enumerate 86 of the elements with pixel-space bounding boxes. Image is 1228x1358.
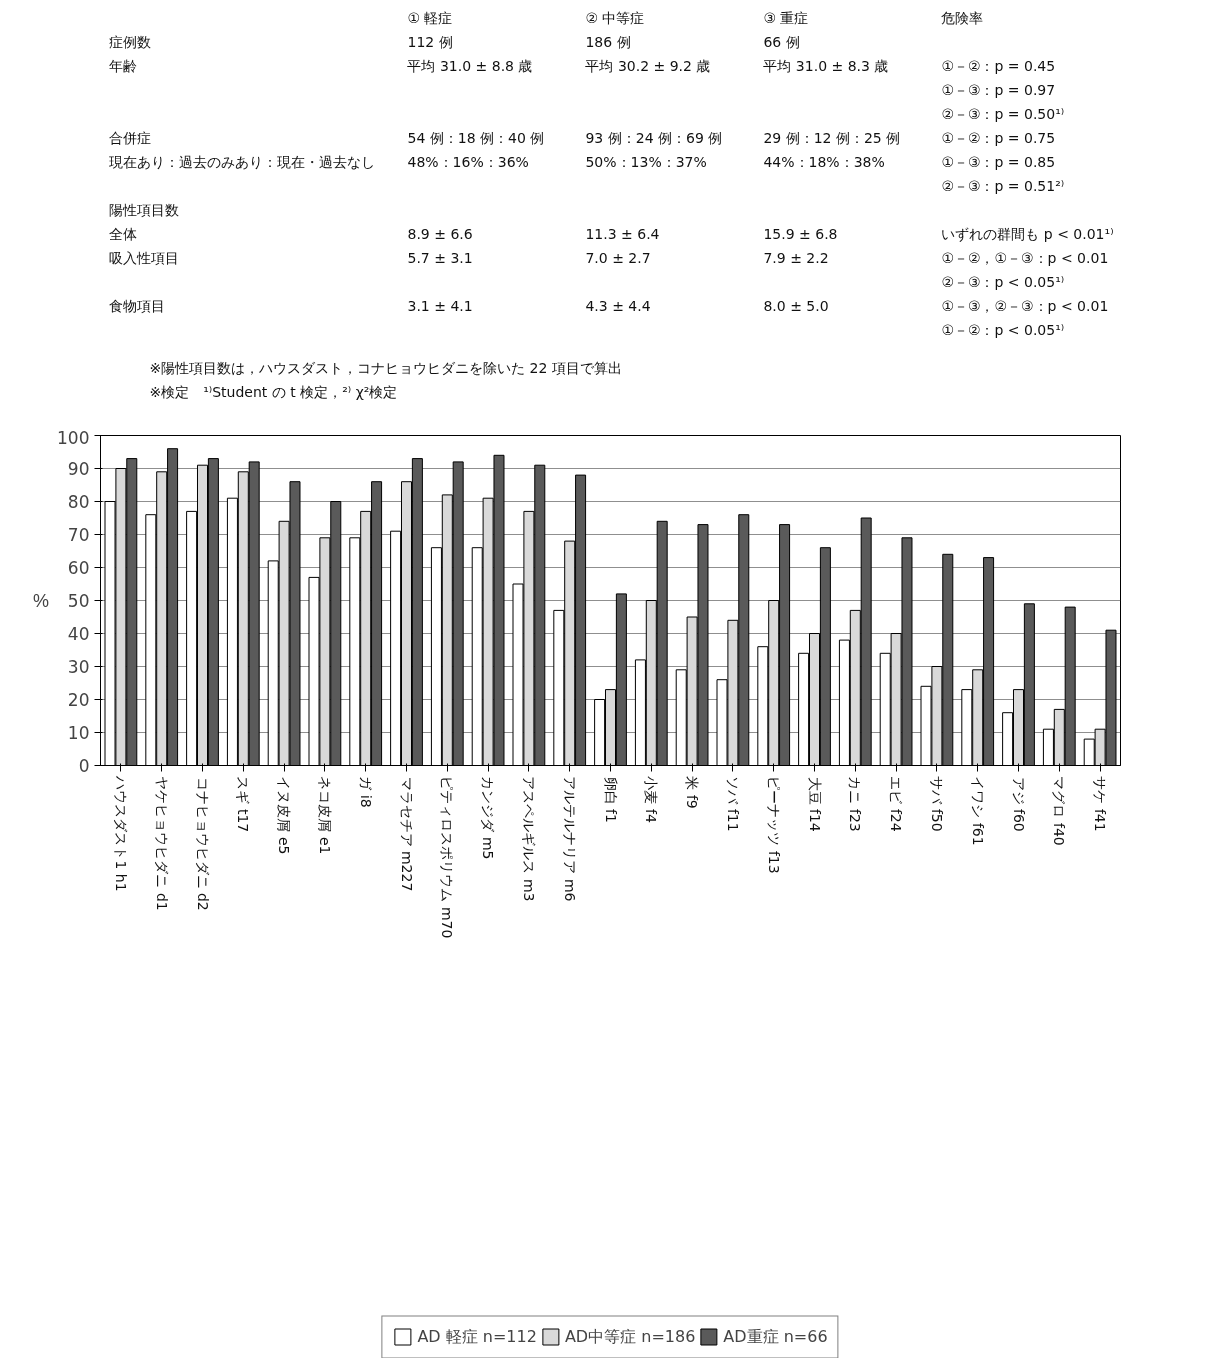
x-tick-label: カニ f23 <box>847 776 864 832</box>
text: 平均 31.0 ± 8.3 歳 <box>763 57 889 74</box>
text: 全体 <box>109 225 138 242</box>
text: ※検定 ¹⁾Student の t 検定，²⁾ χ²検定 <box>149 383 398 400</box>
x-tick-label: ハウスダスト1 h1 <box>112 775 129 892</box>
x-tick-label: イワシ f61 <box>969 776 986 846</box>
text: 平均 30.2 ± 9.2 歳 <box>585 57 711 74</box>
text: 50%：13%：37% <box>585 153 707 170</box>
x-tick-label: サバ f50 <box>928 776 945 832</box>
x-tick-label: イヌ皮屑 e5 <box>276 776 293 855</box>
x-tick-label: スギ t17 <box>235 776 252 833</box>
y-tick-label: 90 <box>67 459 90 479</box>
text: ①－②：p < 0.05¹⁾ <box>941 321 1065 338</box>
text: ①－②：p = 0.45 <box>941 57 1056 74</box>
text: ①－③：p = 0.97 <box>941 81 1056 98</box>
y-tick-label: 0 <box>78 756 90 776</box>
y-tick-label: 100 <box>57 427 90 448</box>
text: 112 例 <box>407 33 453 50</box>
text: ②－③：p = 0.50¹⁾ <box>941 105 1065 122</box>
legend-label: AD 軽症 n=112 <box>417 1326 537 1348</box>
text: 7.0 ± 2.7 <box>585 249 651 266</box>
text: 44%：18%：38% <box>763 153 885 170</box>
y-tick-label: 70 <box>67 525 90 545</box>
text: 年齢 <box>109 57 138 74</box>
text: 93 例：24 例：69 例 <box>585 129 723 146</box>
x-tick-label: マラセチア m227 <box>398 776 415 892</box>
x-tick-label: アジ f60 <box>1010 776 1027 832</box>
x-tick-label: アルテルナリア m6 <box>561 776 578 902</box>
text: ①－③，②－③：p < 0.01 <box>941 297 1109 314</box>
y-tick-label: 60 <box>67 558 90 578</box>
text: 66 例 <box>763 33 800 50</box>
x-tick-label: 卵白 f1 <box>602 776 619 823</box>
x-tick-label: サケ f41 <box>1092 776 1109 832</box>
x-tick-label: ガ i8 <box>357 776 374 808</box>
text: ② 中等症 <box>585 9 645 26</box>
text: 15.9 ± 6.8 <box>763 225 838 242</box>
y-axis-title: % <box>33 590 50 611</box>
text: 8.9 ± 6.6 <box>407 225 473 242</box>
y-tick-label: 80 <box>67 492 90 512</box>
text: 8.0 ± 5.0 <box>763 297 829 314</box>
text: 食物項目 <box>109 297 166 314</box>
y-tick-label: 10 <box>67 723 90 743</box>
legend-label: AD中等症 n=186 <box>564 1326 696 1348</box>
x-tick-label: 大豆 f14 <box>806 776 823 832</box>
x-tick-label: ネコ皮屑 e1 <box>316 776 333 855</box>
x-tick-label: マグロ f40 <box>1051 776 1068 846</box>
text: 5.7 ± 3.1 <box>407 249 473 266</box>
x-tick-label: アスペルギルス m3 <box>520 776 537 902</box>
text: 186 例 <box>585 33 631 50</box>
y-tick-label: 40 <box>67 624 90 644</box>
text: ②－③：p = 0.51²⁾ <box>941 177 1065 194</box>
text: ②－③：p < 0.05¹⁾ <box>941 273 1065 290</box>
text: 合併症 <box>109 129 152 146</box>
text: ① 軽症 <box>407 9 453 26</box>
text: 7.9 ± 2.2 <box>763 249 829 266</box>
text: 症例数 <box>109 33 152 50</box>
text: 29 例：12 例：25 例 <box>763 129 901 146</box>
text: ①－③：p = 0.85 <box>941 153 1056 170</box>
text: 48%：16%：36% <box>407 153 529 170</box>
text: ③ 重症 <box>763 9 809 26</box>
x-tick-label: 米 f9 <box>684 776 701 809</box>
text: 11.3 ± 6.4 <box>585 225 660 242</box>
x-tick-label: ピーナッツ f13 <box>765 776 782 874</box>
text: 危険率 <box>941 9 984 26</box>
text: ①－②：p = 0.75 <box>941 129 1056 146</box>
text: 平均 31.0 ± 8.8 歳 <box>407 57 533 74</box>
x-tick-label: エビ f24 <box>888 776 905 832</box>
text: ※陽性項目数は，ハウスダスト，コナヒョウヒダニを除いた 22 項目で算出 <box>149 359 622 376</box>
legend-label: AD重症 n=66 <box>723 1326 828 1348</box>
text: 陽性項目数 <box>109 201 180 218</box>
text: 3.1 ± 4.1 <box>407 297 473 314</box>
text: いずれの群間も p < 0.01¹⁾ <box>941 225 1114 242</box>
x-tick-label: 小麦 f4 <box>643 776 660 823</box>
x-tick-label: ヤケヒョウヒダニ d1 <box>153 776 170 911</box>
text: 54 例：18 例：40 例 <box>407 129 545 146</box>
text: 現在あり：過去のみあり：現在・過去なし <box>109 153 376 170</box>
y-tick-label: 20 <box>67 690 90 710</box>
text: 4.3 ± 4.4 <box>585 297 651 314</box>
text: ①－②，①－③：p < 0.01 <box>941 249 1109 266</box>
text: 吸入性項目 <box>109 249 180 266</box>
x-tick-label: カンジダ m5 <box>480 776 497 860</box>
x-tick-label: ピティロスポリウム m70 <box>439 776 456 939</box>
y-tick-label: 50 <box>67 591 90 611</box>
x-tick-label: ソバ f11 <box>724 776 741 832</box>
x-tick-label: コナヒョウヒダニ d2 <box>194 776 211 911</box>
y-tick-label: 30 <box>67 657 90 677</box>
